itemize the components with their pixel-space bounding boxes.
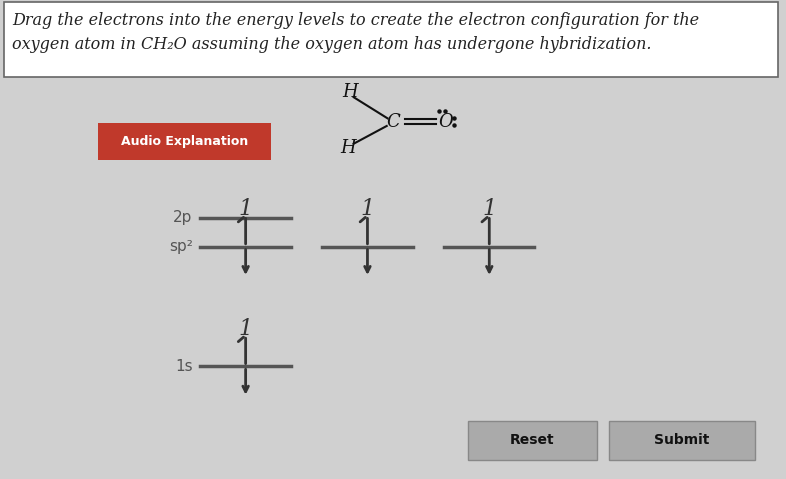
- Text: oxygen atom in CH₂O assuming the oxygen atom has undergone hybridization.: oxygen atom in CH₂O assuming the oxygen …: [12, 36, 652, 53]
- Text: sp²: sp²: [169, 239, 193, 254]
- Text: H: H: [340, 139, 356, 158]
- Text: O: O: [439, 113, 453, 131]
- FancyBboxPatch shape: [98, 123, 271, 160]
- FancyBboxPatch shape: [4, 2, 778, 77]
- Text: 1: 1: [483, 198, 496, 220]
- Text: 2p: 2p: [173, 210, 193, 226]
- Text: H: H: [342, 83, 358, 101]
- Text: Audio Explanation: Audio Explanation: [121, 135, 248, 148]
- Text: Submit: Submit: [654, 433, 709, 447]
- Text: 1: 1: [239, 318, 252, 340]
- Text: Reset: Reset: [510, 433, 554, 447]
- Text: 1s: 1s: [175, 359, 193, 374]
- Text: Drag the electrons into the energy levels to create the electron configuration f: Drag the electrons into the energy level…: [12, 12, 699, 29]
- Text: 1: 1: [361, 198, 374, 220]
- Text: 1: 1: [239, 198, 252, 220]
- FancyBboxPatch shape: [609, 421, 755, 460]
- Text: C: C: [386, 113, 400, 131]
- FancyBboxPatch shape: [468, 421, 597, 460]
